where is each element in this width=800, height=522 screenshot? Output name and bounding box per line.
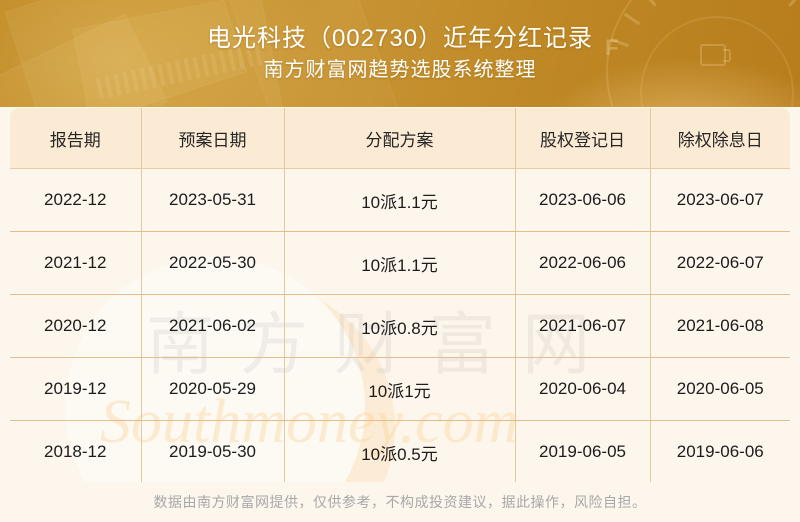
cell-record-date: 2019-06-05 bbox=[515, 420, 651, 484]
column-header-distribution: 分配方案 bbox=[284, 108, 516, 169]
cell-ex-dividend-date: 2021-06-08 bbox=[650, 294, 790, 358]
banner-text-block: 电光科技（002730）近年分红记录 南方财富网趋势选股系统整理 bbox=[0, 0, 800, 107]
table-row: 2022-12 2023-05-31 10派1.1元 2023-06-06 20… bbox=[10, 168, 790, 232]
cell-report-period: 2021-12 bbox=[10, 231, 142, 295]
cell-report-period: 2020-12 bbox=[10, 294, 142, 358]
cell-ex-dividend-date: 2019-06-06 bbox=[650, 420, 790, 484]
cell-ex-dividend-date: 2022-06-07 bbox=[650, 231, 790, 295]
cell-record-date: 2021-06-07 bbox=[515, 294, 651, 358]
dividend-table-container: 报告期 预案日期 分配方案 股权登记日 除权除息日 2022-12 2023-0… bbox=[10, 108, 790, 484]
dividend-table: 报告期 预案日期 分配方案 股权登记日 除权除息日 2022-12 2023-0… bbox=[10, 108, 790, 484]
table-header-row: 报告期 预案日期 分配方案 股权登记日 除权除息日 bbox=[10, 108, 790, 169]
table-row: 2020-12 2021-06-02 10派0.8元 2021-06-07 20… bbox=[10, 294, 790, 358]
gauge-ring-icon bbox=[606, 0, 800, 107]
cell-report-period: 2022-12 bbox=[10, 168, 142, 232]
column-header-record-date: 股权登记日 bbox=[515, 108, 651, 169]
page-title: 电光科技（002730）近年分红记录 bbox=[206, 25, 594, 53]
fuel-pump-icon bbox=[700, 44, 731, 66]
page-subtitle: 南方财富网趋势选股系统整理 bbox=[263, 58, 537, 81]
cell-record-date: 2023-06-06 bbox=[515, 168, 651, 232]
cell-plan-date: 2022-05-30 bbox=[141, 231, 285, 295]
table-row: 2018-12 2019-05-30 10派0.5元 2019-06-05 20… bbox=[10, 420, 790, 484]
table-row: 2021-12 2022-05-30 10派1.1元 2022-06-06 20… bbox=[10, 231, 790, 295]
cell-ex-dividend-date: 2023-06-07 bbox=[650, 168, 790, 232]
column-header-plan-date: 预案日期 bbox=[141, 108, 285, 169]
table-header: 报告期 预案日期 分配方案 股权登记日 除权除息日 bbox=[10, 108, 790, 169]
gauge-letter-label: F bbox=[605, 35, 619, 60]
page-banner: F 电光科技（002730）近年分红记录 南方财富网趋势选股系统整理 bbox=[0, 0, 800, 107]
footer-disclaimer: 数据由南方财富网提供，仅供参考，不构成投资建议，据此操作，风险自担。 bbox=[153, 494, 647, 510]
cell-record-date: 2022-06-06 bbox=[515, 231, 651, 295]
cell-ex-dividend-date: 2020-06-05 bbox=[650, 357, 790, 421]
table-body: 2022-12 2023-05-31 10派1.1元 2023-06-06 20… bbox=[10, 168, 790, 484]
column-header-report-period: 报告期 bbox=[10, 108, 142, 169]
cell-plan-date: 2023-05-31 bbox=[141, 168, 285, 232]
cell-report-period: 2018-12 bbox=[10, 420, 142, 484]
cell-report-period: 2019-12 bbox=[10, 357, 142, 421]
cell-plan-date: 2020-05-29 bbox=[141, 357, 285, 421]
footer-bar: 数据由南方财富网提供，仅供参考，不构成投资建议，据此操作，风险自担。 bbox=[0, 482, 800, 522]
cell-plan-date: 2021-06-02 bbox=[141, 294, 285, 358]
cell-record-date: 2020-06-04 bbox=[515, 357, 651, 421]
table-row: 2019-12 2020-05-29 10派1元 2020-06-04 2020… bbox=[10, 357, 790, 421]
cell-distribution: 10派0.8元 bbox=[284, 294, 516, 358]
cell-distribution: 10派1元 bbox=[284, 357, 516, 421]
cell-distribution: 10派1.1元 bbox=[284, 168, 516, 232]
cell-distribution: 10派0.5元 bbox=[284, 420, 516, 484]
cell-distribution: 10派1.1元 bbox=[284, 231, 516, 295]
cell-plan-date: 2019-05-30 bbox=[141, 420, 285, 484]
column-header-ex-dividend-date: 除权除息日 bbox=[650, 108, 790, 169]
